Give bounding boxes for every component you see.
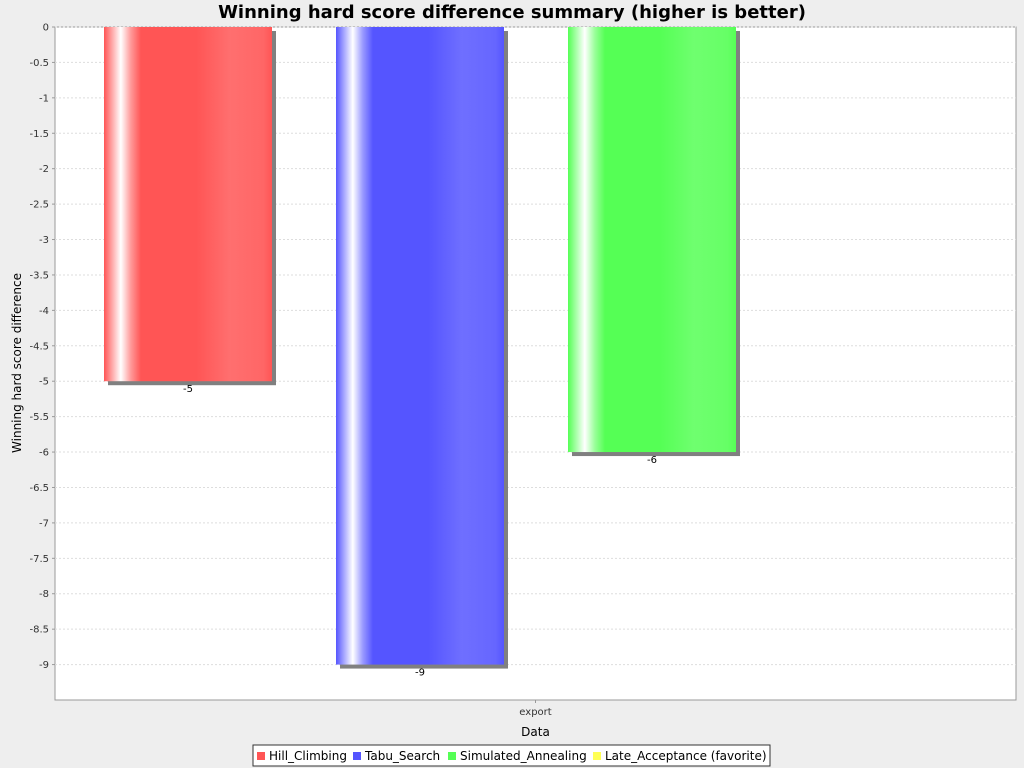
- y-tick-label: 0: [43, 23, 49, 34]
- x-axis: export: [519, 700, 552, 718]
- chart-title: Winning hard score difference summary (h…: [218, 2, 806, 23]
- y-axis-ticks: 0 -0.5 -1 -1.5 -2 -2.5 -3 -3.5 -4 -4.5 -5 -5.5 -6 -6.…: [29, 23, 55, 671]
- legend: Hill_Climbing Tabu_Search Simulated_Anneal…: [252, 744, 771, 767]
- y-tick-label: -1: [39, 93, 49, 104]
- x-tick-label: export: [519, 707, 551, 718]
- legend-swatch: [448, 752, 456, 760]
- y-tick-label: -3.5: [29, 270, 49, 281]
- legend-item: Late_Acceptance (favorite): [605, 749, 767, 763]
- y-tick-label: -9: [39, 660, 49, 671]
- bars: -5 -9 -6: [104, 27, 740, 679]
- y-tick-label: -1.5: [29, 129, 49, 140]
- y-tick-label: -3: [39, 235, 49, 246]
- y-tick-label: -7: [39, 518, 49, 529]
- y-tick-label: -5: [39, 377, 49, 388]
- y-tick-label: -4.5: [29, 341, 49, 352]
- y-tick-label: -2.5: [29, 200, 49, 211]
- legend-item: Hill_Climbing: [269, 749, 347, 763]
- data-label: -6: [647, 455, 657, 466]
- legend-item: Simulated_Annealing: [460, 749, 587, 763]
- y-tick-label: -2: [39, 164, 49, 175]
- y-tick-label: -7.5: [29, 554, 49, 565]
- legend-item: Tabu_Search: [364, 749, 440, 763]
- data-label: -5: [183, 384, 193, 395]
- bar-hill-climbing: [104, 27, 272, 382]
- y-tick-label: -4: [39, 306, 49, 317]
- y-tick-label: -6.5: [29, 483, 49, 494]
- y-tick-label: -0.5: [29, 58, 49, 69]
- y-tick-label: -5.5: [29, 412, 49, 423]
- bar-tabu-search: [336, 27, 504, 665]
- legend-swatch: [353, 752, 361, 760]
- bar-simulated-annealing: [568, 27, 736, 453]
- legend-box: [252, 744, 771, 767]
- legend-swatch: [593, 752, 601, 760]
- y-tick-label: -8: [39, 589, 49, 600]
- y-axis-label: Winning hard score difference: [10, 273, 24, 453]
- y-tick-label: -8.5: [29, 625, 49, 636]
- legend-swatch: [257, 752, 265, 760]
- y-tick-label: -6: [39, 448, 49, 459]
- data-label: -9: [415, 668, 425, 679]
- x-axis-label: Data: [521, 725, 550, 739]
